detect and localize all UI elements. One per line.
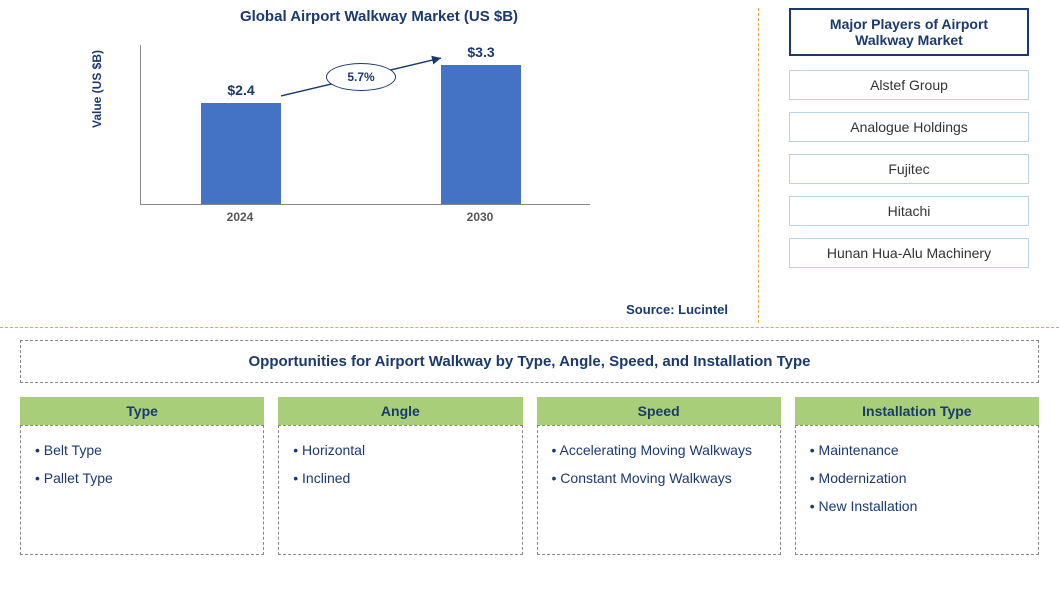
bar-label-2030: $3.3 <box>441 44 521 60</box>
players-header: Major Players of Airport Walkway Market <box>789 8 1029 56</box>
growth-callout: 5.7% <box>326 63 396 91</box>
category-item: Constant Moving Walkways <box>552 464 766 492</box>
player-item: Hitachi <box>789 196 1029 226</box>
category-item: Accelerating Moving Walkways <box>552 436 766 464</box>
chart-title: Global Airport Walkway Market (US $B) <box>20 8 738 25</box>
opportunities-section: Opportunities for Airport Walkway by Typ… <box>0 328 1059 567</box>
player-item: Hunan Hua-Alu Machinery <box>789 238 1029 268</box>
category-column: SpeedAccelerating Moving WalkwaysConstan… <box>537 397 781 555</box>
chart-plot: $2.4 $3.3 5.7% <box>140 45 590 205</box>
bar-chart: $2.4 $3.3 5.7% 2024 2030 <box>140 45 590 245</box>
category-header: Angle <box>278 397 522 425</box>
y-axis-label: Value (US $B) <box>90 50 104 128</box>
player-item: Fujitec <box>789 154 1029 184</box>
opportunities-header: Opportunities for Airport Walkway by Typ… <box>20 340 1039 383</box>
category-item: Modernization <box>810 464 1024 492</box>
x-tick-2024: 2024 <box>200 210 280 224</box>
top-section: Global Airport Walkway Market (US $B) Va… <box>0 0 1059 328</box>
player-item: Analogue Holdings <box>789 112 1029 142</box>
category-header: Type <box>20 397 264 425</box>
category-item: Inclined <box>293 464 507 492</box>
bar-2024 <box>201 103 281 204</box>
bar-2030 <box>441 65 521 204</box>
chart-panel: Global Airport Walkway Market (US $B) Va… <box>20 8 759 323</box>
category-item: Belt Type <box>35 436 249 464</box>
bar-label-2024: $2.4 <box>201 82 281 98</box>
source-label: Source: Lucintel <box>626 302 728 317</box>
category-item: Maintenance <box>810 436 1024 464</box>
category-column: AngleHorizontalInclined <box>278 397 522 555</box>
category-item: Horizontal <box>293 436 507 464</box>
category-body: Belt TypePallet Type <box>20 425 264 555</box>
category-column: Installation TypeMaintenanceModernizatio… <box>795 397 1039 555</box>
categories-row: TypeBelt TypePallet TypeAngleHorizontalI… <box>20 397 1039 555</box>
player-item: Alstef Group <box>789 70 1029 100</box>
category-body: MaintenanceModernizationNew Installation <box>795 425 1039 555</box>
players-panel: Major Players of Airport Walkway Market … <box>759 8 1039 323</box>
category-column: TypeBelt TypePallet Type <box>20 397 264 555</box>
category-item: New Installation <box>810 492 1024 520</box>
category-item: Pallet Type <box>35 464 249 492</box>
category-body: HorizontalInclined <box>278 425 522 555</box>
category-header: Speed <box>537 397 781 425</box>
players-list: Alstef Group Analogue Holdings Fujitec Hita… <box>789 70 1029 268</box>
x-tick-2030: 2030 <box>440 210 520 224</box>
category-body: Accelerating Moving WalkwaysConstant Mov… <box>537 425 781 555</box>
category-header: Installation Type <box>795 397 1039 425</box>
